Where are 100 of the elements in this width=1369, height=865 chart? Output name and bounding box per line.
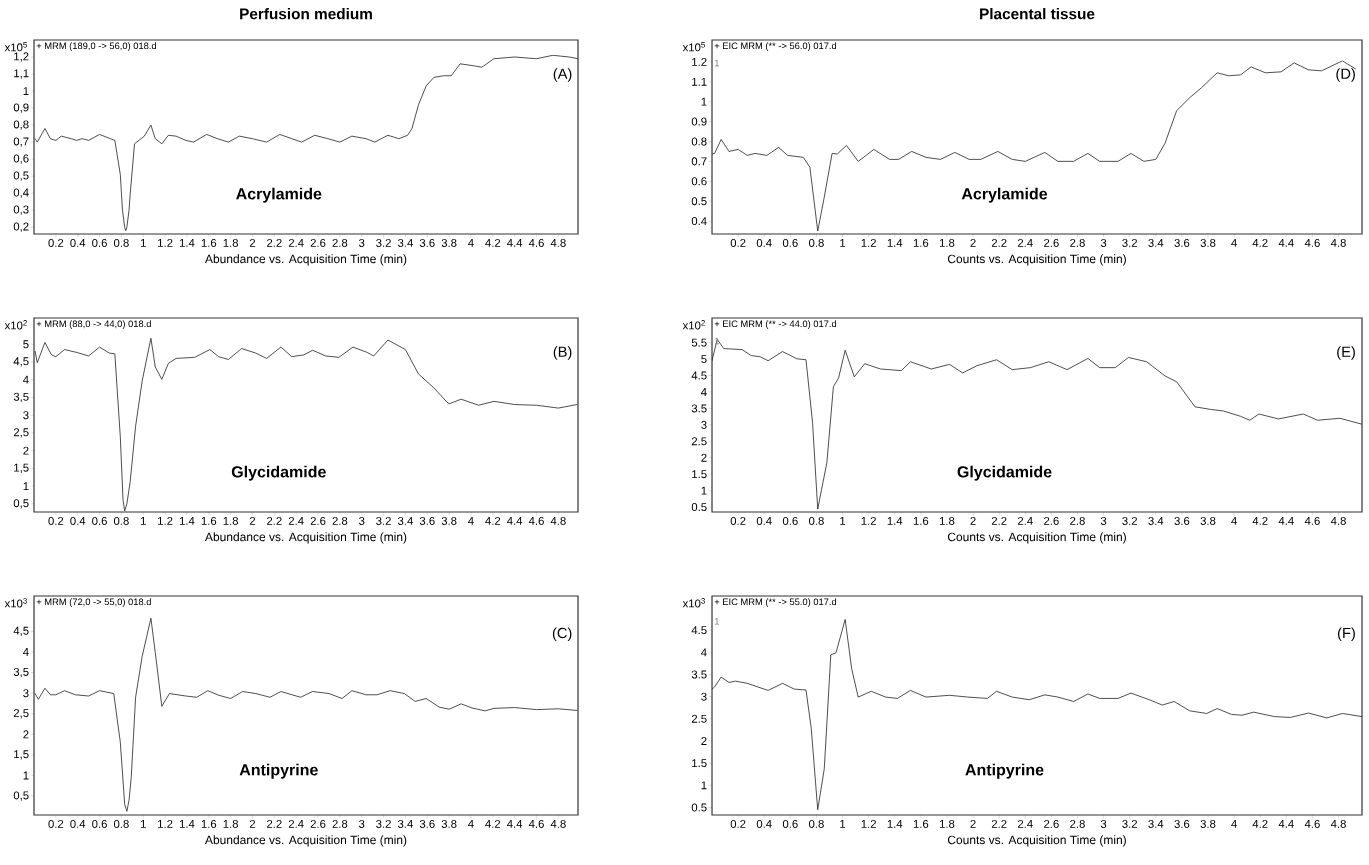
x-tick-label: 3.4 bbox=[1148, 819, 1164, 828]
x-tick-label: 1.6 bbox=[913, 238, 929, 247]
x-tick-label: 2.4 bbox=[288, 516, 304, 525]
x-tick-label: 3.8 bbox=[1200, 819, 1216, 828]
x-tick-label: 1.4 bbox=[887, 819, 903, 828]
x-tick-label: 4.6 bbox=[528, 238, 544, 247]
y-tick-label: 0.5 bbox=[691, 503, 707, 512]
x-tick-label: 2.4 bbox=[1017, 819, 1033, 828]
annotation: + EIC MRM (** -> 56.0) 017.d bbox=[714, 42, 837, 51]
x-tick-label: 4.4 bbox=[507, 516, 523, 525]
annotation: 1 bbox=[714, 617, 720, 625]
y-tick-label: 0,3 bbox=[13, 205, 29, 215]
x-tick-label: 3.2 bbox=[1122, 819, 1137, 828]
x-tick-label: 3 bbox=[1100, 516, 1107, 525]
y-tick-label: 1,1 bbox=[14, 69, 29, 79]
x-tick-label: 2.6 bbox=[310, 819, 326, 828]
y-tick-label: 3.5 bbox=[691, 670, 707, 679]
x-tick-label: 0.2 bbox=[730, 819, 746, 828]
annotation: 1 bbox=[714, 59, 720, 67]
x-tick-label: 0.8 bbox=[808, 819, 824, 828]
x-tick-label: 0.6 bbox=[782, 819, 798, 828]
x-tick-label: 0.2 bbox=[730, 238, 746, 247]
x-tick-label: 3 bbox=[1100, 819, 1107, 828]
y-axis-title: x10$^{5}$ bbox=[4, 42, 27, 52]
annotation: Antipyrine bbox=[965, 763, 1044, 779]
x-tick-label: 0.4 bbox=[70, 238, 86, 247]
x-tick-label: 3.6 bbox=[1174, 516, 1190, 525]
y-tick-label: 1.1 bbox=[692, 77, 707, 86]
y-tick-label: 1.5 bbox=[692, 470, 707, 479]
annotation: Acrylamide bbox=[236, 187, 322, 203]
x-tick-label: 0.2 bbox=[730, 516, 746, 525]
y-axis-title: x10$^{5}$ bbox=[682, 42, 705, 52]
y-tick-label: 0.7 bbox=[691, 157, 707, 166]
x-tick-label: 0.4 bbox=[756, 238, 772, 247]
x-tick-label: 2 bbox=[970, 819, 976, 828]
x-tick-label: 1 bbox=[140, 238, 146, 247]
x-tick-label: 4 bbox=[468, 238, 474, 247]
x-tick-label: 3 bbox=[359, 819, 365, 828]
x-tick-label: 4 bbox=[1231, 238, 1237, 247]
y-tick-label: 3.5 bbox=[691, 404, 707, 413]
y-tick-label: 3,5 bbox=[13, 667, 29, 678]
x-tick-label: 1.6 bbox=[913, 516, 929, 525]
x-tick-label: 2.8 bbox=[1070, 238, 1085, 247]
x-tick-label: 2.2 bbox=[267, 238, 282, 247]
y-tick-label: 2 bbox=[701, 453, 707, 462]
x-tick-label: 4.4 bbox=[1278, 819, 1294, 828]
y-tick-label: 2.5 bbox=[691, 714, 707, 723]
y-tick-label: 4,5 bbox=[13, 626, 29, 637]
x-tick-label: 0.2 bbox=[48, 819, 64, 828]
x-tick-label: 4.2 bbox=[485, 238, 501, 247]
y-tick-label: 4 bbox=[23, 375, 29, 384]
y-tick-label: 4 bbox=[23, 648, 29, 656]
y-tick-label: 0.9 bbox=[691, 117, 707, 126]
y-tick-label: 1,5 bbox=[14, 750, 29, 760]
y-tick-label: 2 bbox=[23, 446, 29, 455]
chart-title: Placental tissue bbox=[980, 8, 1095, 20]
x-tick-label: 3.2 bbox=[1122, 238, 1137, 247]
x-tick-label: 0.6 bbox=[782, 516, 798, 525]
x-tick-label: 4.2 bbox=[485, 516, 501, 525]
x-tick-label: 3.8 bbox=[1200, 516, 1216, 525]
y-tick-label: 0.8 bbox=[691, 137, 707, 146]
x-tick-label: 1.4 bbox=[887, 516, 903, 525]
x-tick-label: 3.6 bbox=[1174, 819, 1190, 828]
x-tick-label: 4.2 bbox=[1252, 819, 1268, 828]
annotation: Glycidamide bbox=[231, 465, 326, 481]
y-tick-label: 0,5 bbox=[13, 791, 29, 801]
x-tick-label: 0.2 bbox=[48, 516, 64, 525]
x-tick-label: 2 bbox=[249, 516, 256, 525]
x-tick-label: 2.2 bbox=[267, 516, 282, 525]
y-tick-label: 0,7 bbox=[13, 137, 29, 147]
x-tick-label: 0.8 bbox=[113, 819, 129, 828]
annotation: Antipyrine bbox=[239, 763, 318, 779]
annotation: (E) bbox=[1337, 346, 1355, 360]
x-axis-title: Counts vs. Acquisition Time (min) bbox=[947, 835, 1126, 847]
x-tick-label: 4.6 bbox=[1304, 238, 1320, 247]
y-tick-label: 1 bbox=[701, 781, 707, 790]
y-tick-label: 0,9 bbox=[13, 103, 29, 113]
x-tick-label: 3.6 bbox=[419, 819, 435, 828]
annotation: (D) bbox=[1336, 68, 1355, 82]
y-tick-label: 3 bbox=[23, 411, 29, 420]
y-tick-label: 0.4 bbox=[691, 217, 707, 226]
x-tick-label: 2 bbox=[970, 238, 976, 247]
x-tick-label: 0.4 bbox=[756, 516, 772, 525]
x-tick-label: 1.8 bbox=[223, 238, 239, 247]
x-tick-label: 0.8 bbox=[113, 516, 129, 525]
y-tick-label: 1 bbox=[701, 486, 707, 495]
x-tick-label: 3.4 bbox=[397, 819, 413, 828]
y-tick-label: 0.5 bbox=[691, 803, 707, 812]
x-tick-label: 2.4 bbox=[288, 238, 304, 247]
x-tick-label: 2.8 bbox=[332, 516, 348, 525]
y-tick-label: 2,5 bbox=[13, 709, 29, 719]
line-series bbox=[34, 337, 578, 512]
line-series bbox=[712, 619, 1363, 811]
y-tick-label: 1 bbox=[23, 87, 29, 95]
y-tick-label: 0.6 bbox=[691, 177, 707, 186]
x-tick-label: 3 bbox=[359, 238, 365, 247]
y-tick-label: 2,5 bbox=[13, 428, 29, 438]
x-tick-label: 1.8 bbox=[939, 516, 955, 525]
annotation: (F) bbox=[1338, 627, 1355, 642]
x-tick-label: 1.4 bbox=[179, 516, 195, 525]
